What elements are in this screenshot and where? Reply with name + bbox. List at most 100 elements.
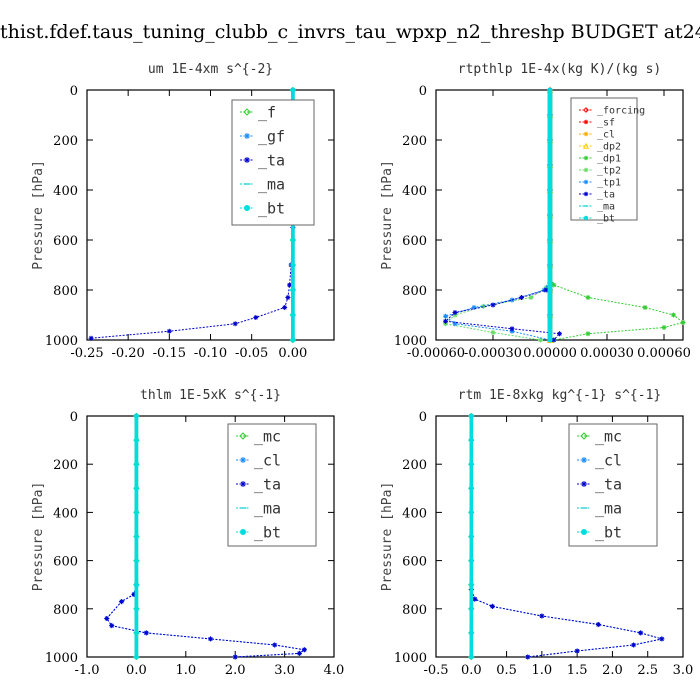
legend-marker [583,191,589,197]
legend-label: _ma [258,175,285,193]
data-point [287,282,293,288]
data-point [539,613,545,619]
x-tick-label: 0.00030 [580,346,634,361]
y-tick-label: 200 [402,134,427,149]
data-point [547,212,553,218]
legend-label: _ma [595,499,622,517]
legend-label: _cl [254,451,281,469]
y-axis-label: Pressure [hPa] [380,160,395,270]
x-tick-label: 4.0 [324,663,345,678]
x-tick-label: 0.00000 [523,346,577,361]
series-line [444,90,551,341]
data-point [88,335,94,341]
legend-marker [581,529,587,535]
data-point [253,315,259,320]
legend-label: _cl [595,451,622,469]
plot-frame [435,415,684,658]
legend-marker [240,529,246,535]
y-tick-label: 200 [53,458,78,473]
y-tick-label: 200 [402,458,427,473]
data-point [595,621,601,627]
data-point [290,262,296,268]
y-tick-label: 400 [402,506,427,521]
data-point [547,87,553,93]
series-bt [547,87,553,343]
legend-label: _ta [595,475,622,493]
data-point [143,630,149,636]
legend-marker [243,108,251,116]
data-point [443,318,448,324]
data-point [290,87,296,93]
y-tick-label: 800 [402,603,427,618]
legend-label: _f [258,103,276,121]
x-tick-label: 1.0 [175,663,196,678]
data-point [468,485,474,491]
data-point [104,615,110,621]
x-tick-label: 0.5 [496,663,517,678]
y-tick-label: 1000 [45,334,78,349]
y-tick-label: 0 [419,84,427,99]
data-point [290,237,296,243]
data-point [490,302,496,308]
x-tick-label: -0.00060 [407,346,465,361]
data-point [133,413,139,419]
legend-marker [583,119,589,125]
data-point [290,312,296,318]
legend-label: _mc [254,427,281,445]
legend-marker [580,432,588,440]
legend-label: _sf [597,118,615,129]
legend-label: _bt [597,214,615,225]
y-tick-label: 1000 [394,651,427,666]
data-point [547,262,553,268]
data-point [642,305,648,310]
data-point [290,337,296,343]
legend-label: _dp1 [597,154,621,165]
y-tick-label: 600 [53,234,78,249]
data-point [133,461,139,467]
data-point [547,287,553,293]
y-tick-label: 0 [70,410,78,425]
figure-title: thist.fdef.taus_tuning_clubb_c_invrs_tau… [0,21,700,43]
data-point [133,630,139,636]
legend-label: _forcing [597,106,645,117]
x-tick-label: -0.5 [423,663,448,678]
data-point [585,295,591,300]
x-tick-label: -1.0 [74,663,99,678]
x-tick-label: 2.0 [225,663,246,678]
data-point [468,413,474,419]
data-point [285,295,291,300]
legend-marker [244,133,250,139]
data-point [133,654,139,660]
x-tick-label: -0.25 [70,346,103,361]
y-tick-label: 0 [70,84,78,99]
y-tick-label: 400 [402,184,427,199]
legend-box [231,99,315,226]
x-tick-label: -0.05 [235,346,268,361]
data-point [585,331,591,337]
legend: _f _gf _ta _ma _bt [231,99,315,226]
legend-label: _bt [254,523,281,541]
data-point [551,282,557,288]
data-point [282,305,288,310]
series-line [444,90,551,341]
legend-label: _ta [597,190,615,201]
y-tick-label: 600 [402,234,427,249]
legend-marker [582,142,590,149]
panel-1: um 1E-4xm s^{-2} Pressure [hPa] 0 200 400 600… [31,62,335,361]
legend-marker [583,131,589,137]
legend-marker [581,481,587,487]
legend-label: _dp2 [597,142,621,153]
legend-marker [244,205,250,211]
legend-label: _bt [595,523,622,541]
data-point [468,582,474,588]
series-bt [133,413,139,660]
data-point [519,295,524,300]
data-point [551,337,557,343]
data-point [468,509,474,515]
x-tick-label: -0.15 [153,346,186,361]
panel-title: rtm 1E-8xkg kg^{-1} s^{-1} [458,388,662,403]
data-point [543,287,549,293]
data-point [481,303,486,309]
series-line [444,90,561,341]
